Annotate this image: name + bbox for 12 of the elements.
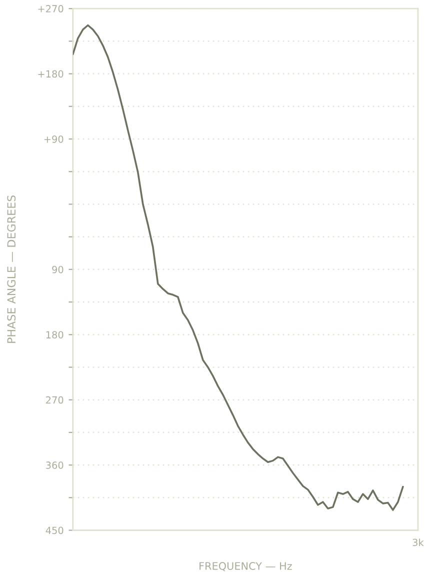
y-tick-label: +270 bbox=[38, 5, 64, 12]
y-tick-label: 180 bbox=[46, 331, 64, 338]
y-axis-title: PHASE ANGLE — DEGREES bbox=[7, 195, 16, 343]
x-axis-title: FREQUENCY — Hz bbox=[200, 562, 292, 572]
y-tick-label: 360 bbox=[46, 462, 64, 469]
y-tick-label: +180 bbox=[38, 70, 64, 78]
y-tick-label: 270 bbox=[46, 396, 64, 404]
y-tick-label: 90 bbox=[52, 266, 64, 274]
y-tick-label: +90 bbox=[44, 135, 64, 143]
line-series bbox=[72, 24, 404, 511]
x-tick-label: 3k bbox=[412, 538, 424, 546]
y-tick-label: 450 bbox=[46, 526, 64, 534]
